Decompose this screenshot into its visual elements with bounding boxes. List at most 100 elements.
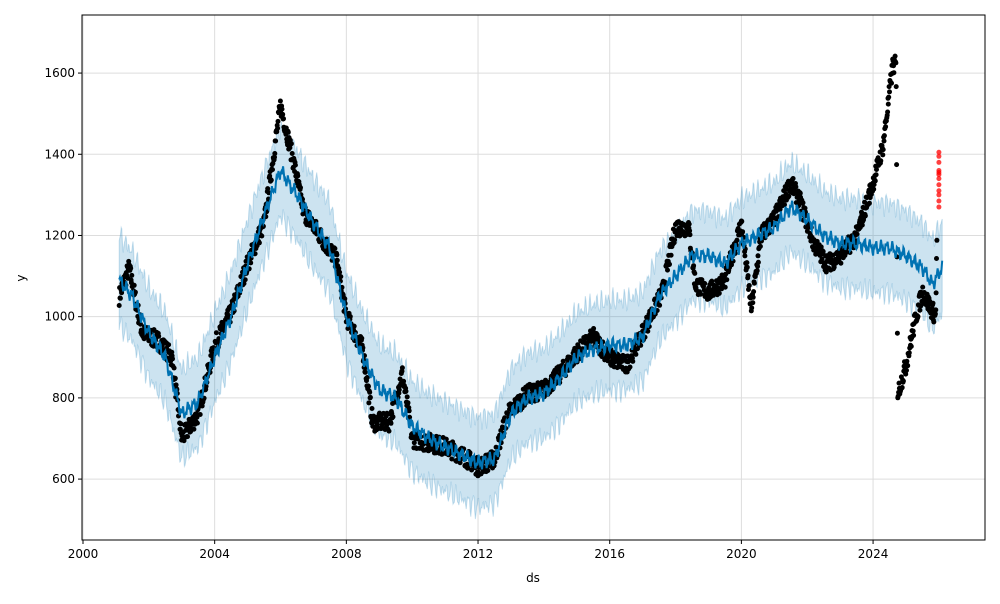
x-axis-label: ds <box>526 571 540 585</box>
test-point <box>936 198 942 204</box>
y-tick-label: 1000 <box>44 310 75 324</box>
x-tick-label: 2012 <box>463 547 494 561</box>
actual-point <box>881 133 887 139</box>
actual-point <box>485 468 491 474</box>
actual-point <box>366 400 372 406</box>
actual-point <box>374 421 380 427</box>
actual-point <box>750 294 756 300</box>
x-axis: 2000 2004 2008 2012 2016 2020 2024 <box>68 540 888 561</box>
actual-point <box>185 434 190 440</box>
actual-point <box>645 328 651 334</box>
actual-point <box>281 116 286 122</box>
actual-point <box>911 332 917 338</box>
actual-point <box>887 89 892 95</box>
actual-point <box>874 167 879 172</box>
actual-point <box>786 193 792 199</box>
actual-point <box>591 326 597 331</box>
actual-point <box>390 414 396 420</box>
actual-point <box>668 252 674 258</box>
actual-point <box>885 101 891 107</box>
actual-point <box>265 186 271 192</box>
actual-point <box>709 278 715 284</box>
actual-point <box>755 263 761 269</box>
actual-point <box>403 388 409 394</box>
actual-point <box>687 228 693 234</box>
actual-point <box>740 229 746 235</box>
actual-point <box>734 237 740 243</box>
actual-point <box>866 200 872 206</box>
actual-point <box>288 141 294 147</box>
actual-point <box>702 281 708 286</box>
actual-point <box>273 138 279 144</box>
y-tick-label: 1200 <box>44 228 75 242</box>
actual-point <box>872 178 878 184</box>
actual-point <box>259 233 265 239</box>
actual-point <box>203 383 209 389</box>
actual-point <box>881 138 887 144</box>
actual-point <box>934 237 940 243</box>
actual-point <box>797 190 803 196</box>
actual-point <box>802 205 808 211</box>
actual-point <box>272 151 278 156</box>
grid <box>82 15 985 540</box>
actual-point <box>933 307 939 313</box>
actual-point <box>662 279 668 285</box>
actual-point <box>242 277 248 283</box>
y-tick-label: 600 <box>52 472 75 486</box>
actual-point <box>871 186 877 192</box>
actual-point <box>248 260 254 266</box>
forecast-line <box>118 166 944 470</box>
actual-point <box>334 252 340 258</box>
actual-point <box>793 184 799 190</box>
actual-point <box>692 270 698 276</box>
actual-point <box>166 342 172 348</box>
actual-point <box>722 284 728 290</box>
actual-point <box>854 231 860 237</box>
actual-point <box>782 202 787 208</box>
test-point <box>936 149 942 155</box>
test-point <box>936 182 942 188</box>
actual-point <box>917 307 923 313</box>
actual-point <box>862 213 868 219</box>
actual-point <box>915 314 921 319</box>
actual-point <box>894 330 900 336</box>
actual-point <box>904 358 910 364</box>
actual-point <box>268 177 274 183</box>
test-point <box>936 159 942 165</box>
actual-point <box>667 261 672 267</box>
actual-point <box>560 358 566 364</box>
plot-area <box>82 15 985 540</box>
actual-point <box>716 290 722 296</box>
actual-point <box>267 173 273 179</box>
actual-point <box>892 53 898 59</box>
actual-point <box>334 257 340 263</box>
actual-point <box>831 264 837 270</box>
actual-point <box>275 118 281 124</box>
actual-point <box>672 237 678 243</box>
actual-point <box>724 277 730 283</box>
actual-point <box>880 152 886 158</box>
actual-point <box>132 289 138 295</box>
actual-point <box>859 222 865 228</box>
actual-point <box>336 265 342 271</box>
actual-point <box>449 456 455 462</box>
actual-point <box>194 420 200 426</box>
actual-point <box>117 295 123 301</box>
actual-point <box>298 185 303 191</box>
actual-point <box>367 389 373 395</box>
actual-point <box>369 406 375 411</box>
actual-point <box>754 268 760 274</box>
actual-point <box>755 253 761 259</box>
x-tick-label: 2016 <box>594 547 625 561</box>
actual-point <box>899 385 905 390</box>
actual-point <box>367 394 373 400</box>
actual-point <box>351 323 357 329</box>
actual-point <box>277 98 283 104</box>
actual-point <box>359 335 365 341</box>
actual-point <box>691 263 697 269</box>
actual-point <box>790 176 796 181</box>
actual-point <box>920 284 926 290</box>
actual-point <box>401 378 407 384</box>
actual-point <box>823 269 829 275</box>
y-tick-label: 800 <box>52 391 75 405</box>
